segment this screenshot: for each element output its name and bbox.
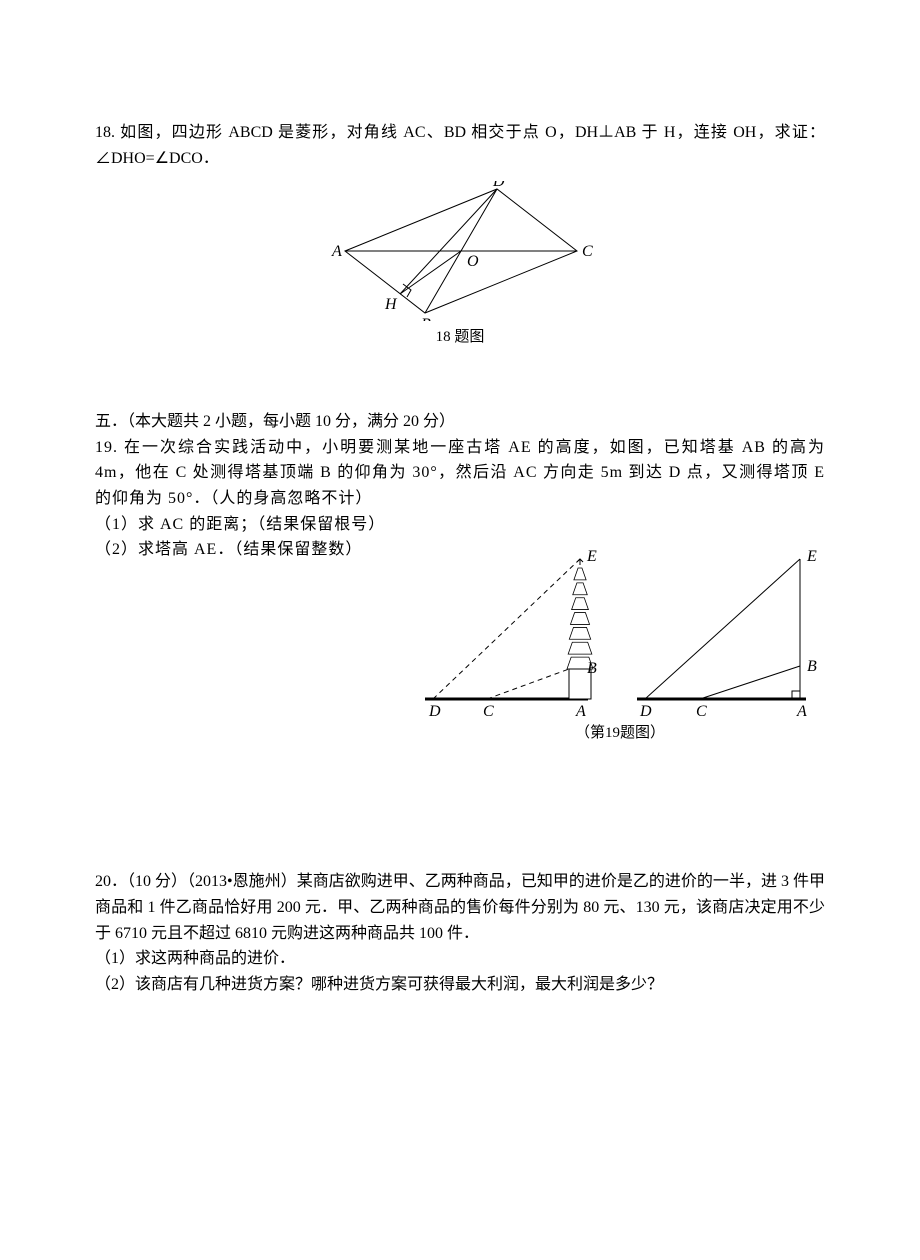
- q19-sub2: （2）求塔高 AE．（结果保留整数）: [95, 537, 362, 563]
- svg-text:（第19题图）: （第19题图）: [575, 723, 665, 741]
- q18-text: 18. 如图，四边形 ABCD 是菱形，对角线 AC、BD 相交于点 O，DH⊥…: [95, 120, 825, 171]
- svg-text:E: E: [806, 548, 817, 565]
- q20-sub2: （2）该商店有几种进货方案？哪种进货方案可获得最大利润，最大利润是多少？: [95, 972, 825, 998]
- svg-text:A: A: [575, 703, 586, 720]
- svg-text:C: C: [696, 703, 707, 720]
- svg-text:C: C: [582, 243, 593, 260]
- section5-heading: 五．（本大题共 2 小题，每小题 10 分，满分 20 分）: [95, 409, 825, 435]
- q18-svg: A C D B O H: [325, 181, 595, 321]
- svg-text:C: C: [483, 703, 494, 720]
- q19-figure: D C A B E D C A B E （第19题图）: [95, 541, 825, 750]
- svg-text:D: D: [639, 703, 652, 720]
- q18-caption: 18 题图: [95, 325, 825, 349]
- q19-svg: D C A B E D C A B E （第19题图）: [415, 541, 825, 741]
- svg-text:E: E: [586, 548, 597, 565]
- svg-text:A: A: [796, 703, 807, 720]
- svg-text:B: B: [421, 316, 431, 321]
- svg-text:A: A: [331, 243, 342, 260]
- svg-text:B: B: [587, 660, 597, 677]
- q18-figure: A C D B O H 18 题图: [95, 181, 825, 349]
- svg-text:D: D: [492, 181, 505, 190]
- q20-text: 20．（10 分）（2013•恩施州）某商店欲购进甲、乙两种商品，已知甲的进价是…: [95, 869, 825, 946]
- q19-sub1: （1）求 AC 的距离；（结果保留根号）: [95, 512, 825, 538]
- q20-sub1: （1）求这两种商品的进价．: [95, 946, 825, 972]
- q19-text: 19. 在一次综合实践活动中，小明要测某地一座古塔 AE 的高度，如图，已知塔基…: [95, 435, 825, 512]
- svg-text:D: D: [428, 703, 441, 720]
- svg-text:B: B: [807, 658, 817, 675]
- svg-text:H: H: [384, 296, 398, 313]
- svg-text:O: O: [467, 253, 479, 270]
